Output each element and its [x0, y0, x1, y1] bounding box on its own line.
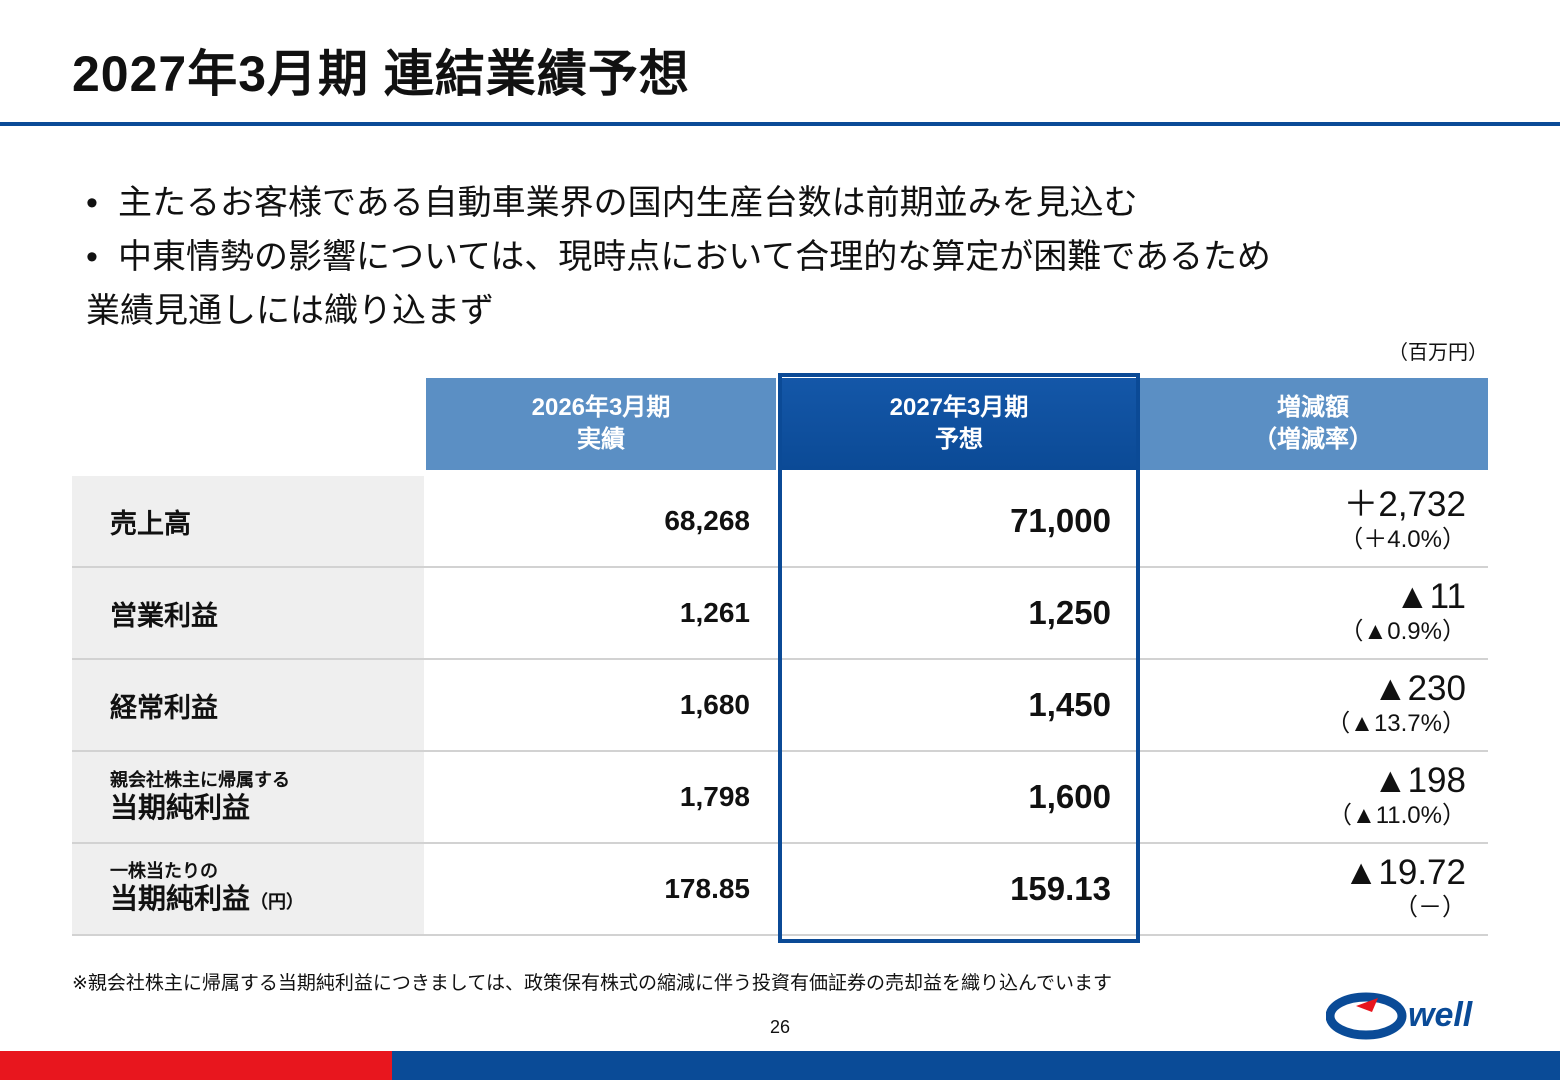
- row-label-text: 営業利益: [110, 600, 218, 631]
- header-fy2026-line1: 2026年3月期: [531, 394, 671, 421]
- change-rate: （▲13.7%）: [1326, 710, 1466, 737]
- header-fy2026: 2026年3月期 実績: [426, 378, 776, 470]
- header-fy2027-line2: 予想: [935, 426, 983, 453]
- row-label: 営業利益: [72, 568, 424, 658]
- bullet-item: • 主たるお客様である自動車業界の国内生産台数は前期並みを見込む: [86, 176, 1271, 230]
- header-change-line1: 増減額: [1277, 394, 1349, 421]
- change-cell: ▲198 （▲11.0%）: [1328, 752, 1466, 842]
- value-fy2026: 68,268: [664, 505, 750, 536]
- row-label-line: 当期純利益（円）: [110, 882, 424, 919]
- bullet-icon: •: [86, 184, 98, 222]
- page-number: 26: [769, 1017, 791, 1037]
- change-amount: ▲230: [1372, 669, 1466, 708]
- footnote: ※親会社株主に帰属する当期純利益につきましては、政策保有株式の縮減に伴う投資有価…: [72, 973, 1113, 994]
- row-label-text: 当期純利益: [110, 792, 251, 823]
- value-fy2027: 159.13: [1010, 870, 1111, 907]
- row-label-prefix: 一株当たりの: [110, 860, 218, 881]
- owell-logo: well: [1326, 992, 1474, 1040]
- row-label: 経常利益: [72, 660, 424, 750]
- bullet-text: 中東情勢の影響については、現時点において合理的な算定が困難であるため: [118, 238, 1271, 276]
- row-label: 親会社株主に帰属する 当期純利益: [72, 752, 424, 842]
- value-fy2026: 1,680: [679, 689, 750, 720]
- row-label-text: 経常利益: [110, 692, 218, 723]
- value-fy2027: 1,250: [1028, 594, 1111, 631]
- change-cell: ▲11 （▲0.9%）: [1340, 568, 1466, 658]
- change-amount: ＋2,732: [1343, 485, 1466, 524]
- header-fy2027: 2027年3月期 予想: [782, 378, 1136, 470]
- change-rate: （－）: [1394, 894, 1466, 921]
- bullet-list: • 主たるお客様である自動車業界の国内生産台数は前期並みを見込む • 中東情勢の…: [86, 176, 1271, 338]
- value-fy2027: 71,000: [1010, 502, 1111, 539]
- row-label-prefix: 親会社株主に帰属する: [110, 770, 290, 790]
- logo-mark-icon: [1326, 992, 1407, 1040]
- page-title: 2027年3月期 連結業績予想: [72, 46, 690, 102]
- title-divider: [0, 122, 1560, 126]
- row-label-suffix: （円）: [250, 891, 305, 912]
- header-change: 増減額 （増減率）: [1138, 378, 1488, 470]
- header-change-line2: （増減率）: [1253, 426, 1373, 453]
- row-label: 売上高: [72, 476, 424, 566]
- table-row-net-sales: 売上高 68,268 71,000 ＋2,732 （＋4.0%）: [72, 476, 1488, 568]
- table-row-operating-profit: 営業利益 1,261 1,250 ▲11 （▲0.9%）: [72, 568, 1488, 660]
- change-rate: （▲11.0%）: [1327, 802, 1466, 829]
- change-amount: ▲19.72: [1343, 853, 1466, 892]
- bullet-text: 主たるお客様である自動車業界の国内生産台数は前期並みを見込む: [118, 184, 1138, 222]
- row-label-text: 当期純利益: [110, 882, 251, 914]
- unit-label: （百万円）: [1388, 342, 1488, 364]
- value-fy2026: 1,261: [679, 597, 750, 628]
- footer-bar-blue: [392, 1051, 1560, 1080]
- change-cell: ▲230 （▲13.7%）: [1326, 660, 1466, 750]
- header-fy2026-line2: 実績: [577, 426, 625, 453]
- bullet-icon: •: [86, 238, 98, 276]
- change-cell: ＋2,732 （＋4.0%）: [1339, 476, 1466, 566]
- change-cell: ▲19.72 （－）: [1344, 844, 1466, 934]
- header-fy2027-line1: 2027年3月期: [889, 394, 1029, 421]
- row-label-text: 売上高: [110, 508, 191, 539]
- table-row-ordinary-profit: 経常利益 1,680 1,450 ▲230 （▲13.7%）: [72, 660, 1488, 752]
- footer-bar-red: [0, 1051, 392, 1080]
- value-fy2027: 1,450: [1028, 686, 1111, 723]
- value-fy2027: 1,600: [1028, 778, 1111, 815]
- change-rate: （＋4.0%）: [1339, 526, 1466, 553]
- row-label: 一株当たりの 当期純利益（円）: [72, 844, 424, 934]
- logo-text: well: [1408, 996, 1474, 1034]
- value-fy2026: 178.85: [664, 873, 750, 904]
- change-rate: （▲0.9%）: [1339, 618, 1466, 645]
- bullet-continuation: 業績見通しには織り込まず: [86, 292, 494, 330]
- table-row-net-income: 親会社株主に帰属する 当期純利益 1,798 1,600 ▲198 （▲11.0…: [72, 752, 1488, 844]
- bullet-item: • 中東情勢の影響については、現時点において合理的な算定が困難であるため: [86, 230, 1271, 284]
- value-fy2026: 1,798: [679, 781, 750, 812]
- change-amount: ▲11: [1395, 577, 1466, 616]
- table-row-eps: 一株当たりの 当期純利益（円） 178.85 159.13 ▲19.72 （－）: [72, 844, 1488, 936]
- change-amount: ▲198: [1372, 761, 1466, 800]
